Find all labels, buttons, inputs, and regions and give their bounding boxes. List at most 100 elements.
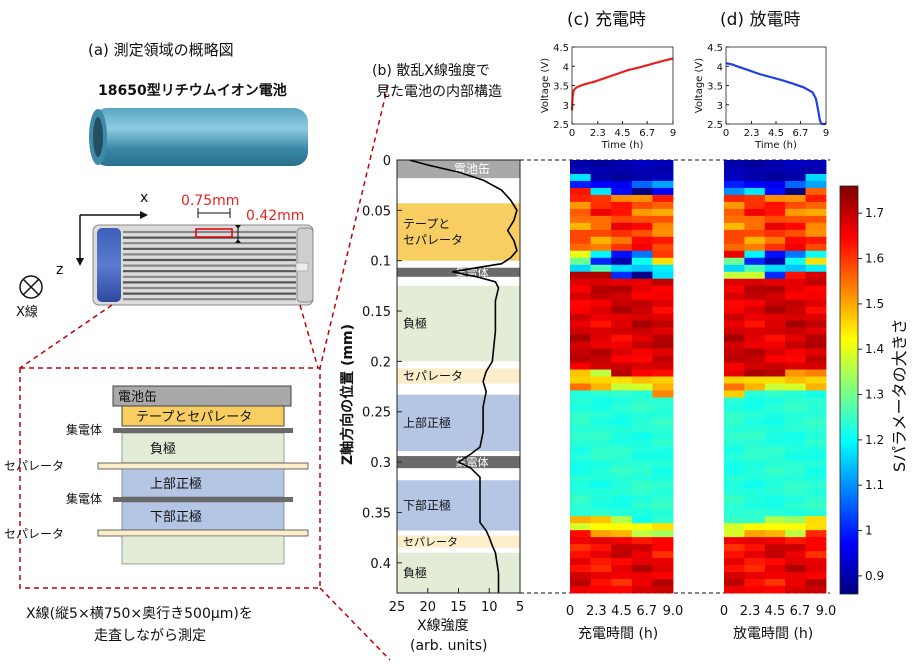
heatmap-cell [631,572,653,580]
heatmap-cell [652,362,674,370]
heatmap-cell [785,313,806,322]
heatmap-cell [785,397,806,405]
heatmap-cell [744,544,766,552]
heatmap-cell [590,397,612,405]
heatmap-cell [652,425,674,433]
heatmap-cell [785,516,806,524]
heatmap-cell [570,432,591,440]
heatmap-cell [724,320,745,329]
heatmap-cell [764,229,786,238]
battery-label: 18650型リチウムイオン電池 [98,82,287,99]
layer-separator-2-label: セパレータ [4,527,64,541]
heatmap-cell [785,243,806,252]
heatmap-cell [764,166,786,175]
heatmap-cell [611,243,633,252]
heatmap-cell [590,208,612,217]
voltage-tick-label: 3 [563,101,569,112]
heatmap-cell [590,509,612,517]
heatmap-cell [652,397,674,405]
colorbar-tick-label: 1.2 [865,433,884,447]
heatmap-cell [785,285,806,294]
heatmap-cell [631,397,653,405]
heatmap-cell [805,215,827,224]
time-tick-label: 9 [823,128,829,139]
heatmap-cell [590,404,612,412]
heatmap-cell [724,264,745,273]
heatmap-cell [724,173,745,182]
heatmap-cell [785,334,806,342]
heatmap-cell [724,516,745,524]
heatmap-cell [570,299,591,308]
heatmap-cell [764,572,786,580]
heatmap-cell [785,495,806,503]
heatmap-cell [744,327,766,335]
heatmap-cell [652,509,674,517]
heatmap-cell [590,160,612,168]
heatmap-cell [611,236,633,245]
heatmap-cell [611,530,633,538]
heatmap-cell [570,516,591,524]
heatmap-cell [805,558,827,566]
intensity-axis-ticks: 25 20 15 10 5 [389,588,524,615]
band-9 [397,552,520,593]
heatmap-cell [744,502,766,510]
heatmap-cell [590,425,612,433]
heatmap-cell [764,285,786,294]
band-label-1: セパレータ [403,233,463,247]
heatmap-cell [611,579,633,587]
heatmap-cell [631,166,653,175]
heatmap-cell [652,467,674,475]
heatmap-cell [611,544,633,552]
heatmap-cell [652,439,674,447]
heatmap-cell [744,166,766,175]
heatmap-cell [724,502,745,510]
heatmap-cell [764,460,786,468]
heatmap-cell [631,299,653,308]
heatmap-cell [590,516,612,524]
heatmap-cell [590,166,612,175]
heatmap-cell [785,432,806,440]
heatmap-cell [785,474,806,482]
colorbar-tick-label: 1.7 [865,206,884,220]
heatmap-cell [805,544,827,552]
heatmap-cell [724,278,745,287]
heatmap-cell [785,320,806,329]
heatmap-cell [652,460,674,468]
heatmap-cell [805,474,827,482]
heatmap-cell [805,481,827,489]
heatmap-cell [631,579,653,587]
heatmap-cell [785,362,806,370]
heatmap-cell [611,180,633,189]
heatmap-cell [785,558,806,566]
heatmap-cell [631,411,653,419]
heatmap-cell [764,488,786,496]
heatmap-cell [805,467,827,475]
panel-c: (c) 充電時 2.5 3 3.5 4 4.5 0 2.3 4.5 6.7 9 Time (h) Vo… [540,10,683,642]
heatmap-cell [744,341,766,349]
heatmap-cell [724,446,745,454]
heatmap-cell [805,341,827,349]
heatmap-cell [631,432,653,440]
heatmap-cell [764,390,786,398]
heatmap-cell [570,558,591,566]
heatmap-cell [611,537,633,545]
z-tick-label: 0.3 [370,456,391,471]
heatmap-cell [590,194,612,203]
heatmap-cell [652,229,674,238]
heatmap-cell [570,369,591,377]
colorbar-tick-label: 1.1 [865,478,884,492]
heatmap-cell [805,264,827,273]
heatmap-cell [590,236,612,245]
heatmap-cell [611,215,633,224]
heatmap-cell [724,411,745,419]
dimension-annotations: 0.75mm 0.42mm [181,193,304,243]
heatmap-cell [570,572,591,580]
heatmap-cell [631,160,653,168]
panel-d-title: (d) 放電時 [720,10,800,30]
heatmap-cell [631,292,653,301]
heatmap-cell [805,586,827,594]
heatmap-cell [785,439,806,447]
heatmap-cell [785,341,806,349]
heatmap-cell [590,362,612,370]
heatmap-cell [631,362,653,370]
